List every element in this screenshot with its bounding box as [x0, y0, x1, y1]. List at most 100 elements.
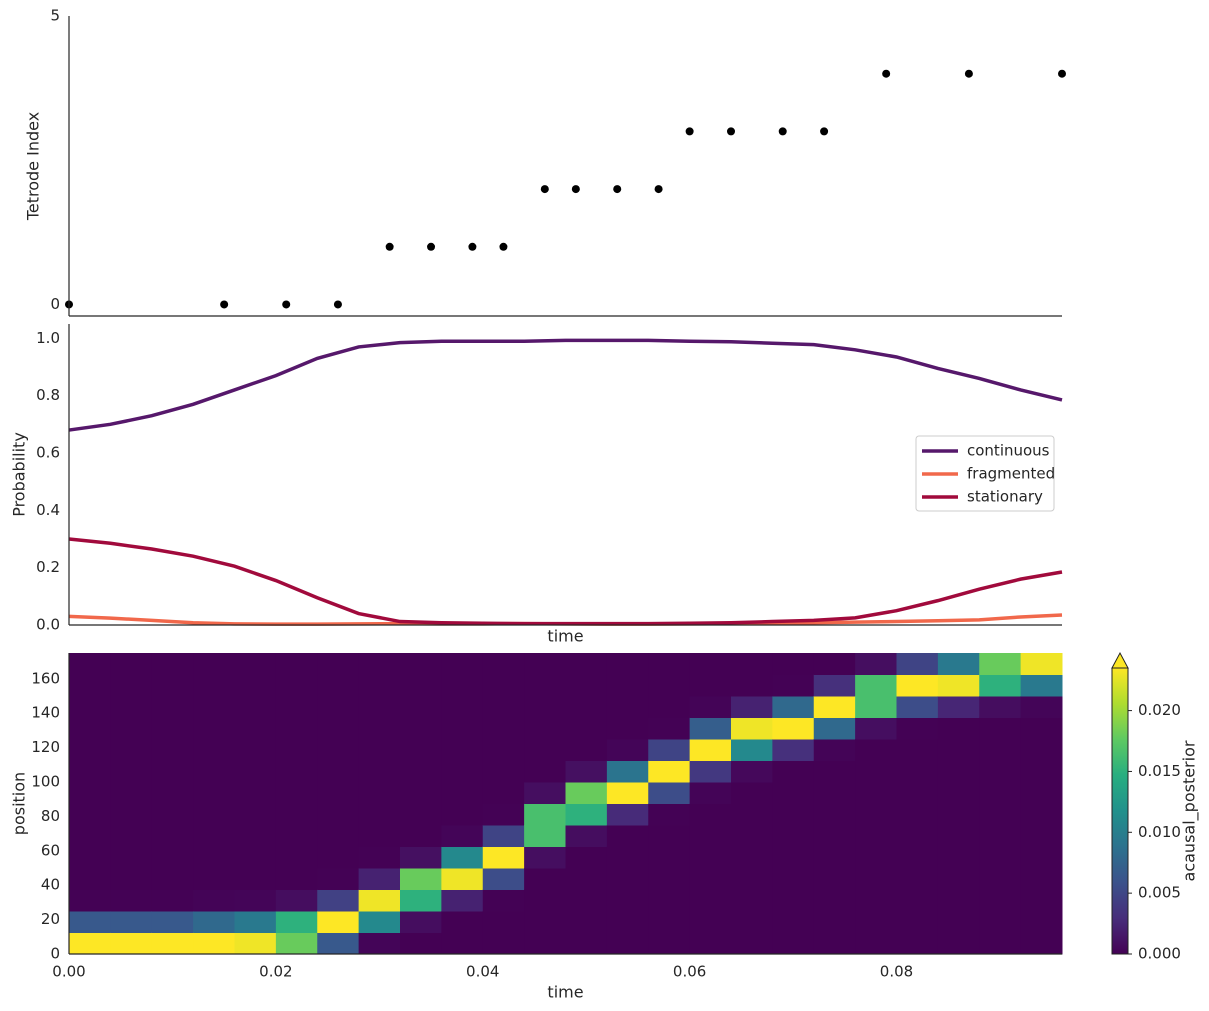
heatmap-cell [69, 739, 111, 761]
heatmap-cell [482, 653, 525, 675]
heatmap-cell [400, 889, 442, 912]
heatmap-cell [731, 674, 773, 697]
heatmap-cell [317, 868, 360, 890]
heatmap-cell [69, 932, 111, 955]
heatmap-cell [151, 696, 194, 718]
heatmap-cell [193, 825, 235, 847]
heatmap-cell [896, 739, 939, 761]
heatmap-cell [979, 674, 1022, 697]
heatmap-cell [772, 932, 815, 955]
heatmap-cell [979, 911, 1022, 933]
heatmap-cell [648, 846, 691, 869]
heatmap-cell [606, 674, 649, 697]
heatmap-cell [193, 653, 235, 675]
point [613, 185, 622, 194]
heatmap-cell [317, 889, 360, 912]
heatmap-cell [482, 782, 525, 804]
heatmap-cell [69, 782, 111, 804]
y-axis-label: Tetrode Index [24, 112, 43, 221]
heatmap-cell [689, 653, 732, 675]
heatmap-cell [565, 674, 608, 697]
heatmap-cell [358, 889, 401, 912]
heatmap-cell [979, 739, 1022, 761]
heatmap-cell [896, 653, 939, 675]
heatmap-cell [1020, 782, 1063, 804]
heatmap-cell [772, 696, 815, 718]
heatmap-cell [482, 803, 525, 826]
point [385, 242, 394, 251]
heatmap-cell [1020, 739, 1063, 761]
heatmap-cell [731, 653, 773, 675]
y-tick-label: 40 [41, 876, 60, 894]
heatmap-cell [979, 717, 1022, 740]
heatmap-cell [482, 932, 525, 955]
heatmap-cell [275, 846, 318, 869]
heatmap-cell [193, 868, 235, 890]
heatmap-cell [69, 825, 111, 847]
heatmap-cell [855, 653, 897, 675]
heatmap-cell [110, 782, 153, 804]
heatmap-cell [648, 911, 691, 933]
heatmap-cell [813, 782, 856, 804]
legend-label: fragmented [967, 465, 1055, 483]
heatmap-cell [813, 868, 856, 890]
heatmap-cell [648, 889, 691, 912]
x-tick-label: 0.00 [52, 963, 85, 981]
heatmap-cell [731, 889, 773, 912]
heatmap-cell [400, 803, 442, 826]
heatmap-cell [772, 782, 815, 804]
heatmap-cell [565, 653, 608, 675]
heatmap-cell [275, 932, 318, 955]
heatmap-cell [317, 911, 360, 933]
heatmap-cell [648, 868, 691, 890]
heatmap-cell [689, 696, 732, 718]
y-tick-label: 80 [41, 807, 60, 825]
heatmap-cell [565, 932, 608, 955]
colorbar-frame [1111, 667, 1129, 955]
heatmap-cell [648, 653, 691, 675]
heatmap-cell [317, 760, 360, 783]
heatmap-cell [731, 760, 773, 783]
point [654, 185, 663, 194]
heatmap-cell [151, 825, 194, 847]
heatmap-cell [275, 868, 318, 890]
heatmap-cell [234, 889, 277, 912]
heatmap-cell [979, 846, 1022, 869]
y-tick-label: 0.2 [36, 558, 60, 576]
heatmap-cell [275, 717, 318, 740]
heatmap-cell [979, 825, 1022, 847]
x-tick-label: 0.06 [673, 963, 706, 981]
heatmap-cell [648, 696, 691, 718]
heatmap-cell [855, 696, 897, 718]
heatmap-cell [565, 868, 608, 890]
heatmap-cell [689, 825, 732, 847]
heatmap-cell [441, 760, 484, 783]
heatmap-cell [482, 868, 525, 890]
heatmap-cell [193, 889, 235, 912]
point [571, 185, 580, 194]
heatmap-cell [193, 696, 235, 718]
heatmap-cell [855, 889, 897, 912]
heatmap-cell [689, 717, 732, 740]
heatmap-cell [110, 803, 153, 826]
heatmap-cell [482, 717, 525, 740]
heatmap-cell [855, 782, 897, 804]
heatmap-cell [234, 739, 277, 761]
heatmap-cell [855, 932, 897, 955]
heatmap-cell [317, 932, 360, 955]
heatmap-cell [524, 739, 566, 761]
heatmap-cell [1020, 932, 1063, 955]
point [468, 242, 477, 251]
heatmap-cell [482, 846, 525, 869]
heatmap-cell [151, 868, 194, 890]
line [68, 338, 1063, 432]
heatmap-cell [358, 825, 401, 847]
heatmap-cell [317, 653, 360, 675]
heatmap-cell [937, 846, 980, 869]
heatmap-cell [110, 674, 153, 697]
heatmap-cell [731, 782, 773, 804]
heatmap-cell [1020, 674, 1063, 697]
colorbar-label: acausal_posterior [1180, 740, 1200, 881]
y-tick-label: 140 [31, 704, 60, 722]
heatmap-cell [110, 717, 153, 740]
